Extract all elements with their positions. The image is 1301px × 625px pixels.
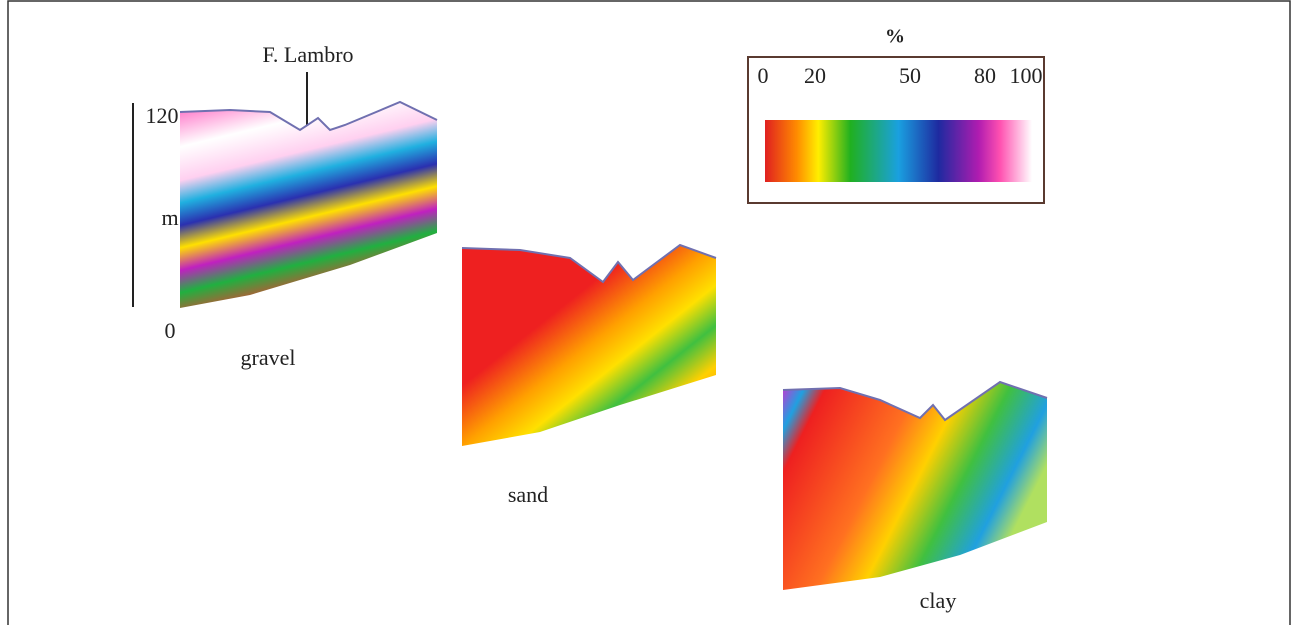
section-edge: [179, 100, 438, 132]
annotation: F. Lambro: [262, 42, 353, 67]
colorbar-tick: 20: [804, 63, 826, 88]
depth-unit: m: [161, 205, 178, 230]
colorbar-tick: 50: [899, 63, 921, 88]
depth-top: 120: [146, 103, 179, 128]
colorbar-title: %: [885, 26, 905, 48]
sand-section: [462, 245, 716, 446]
depth-bottom: 0: [165, 318, 176, 343]
colorbar-tick: 80: [974, 63, 996, 88]
colorbar-tick: 0: [758, 63, 769, 88]
section-edge: [461, 243, 717, 284]
colorbar-tick: 100: [1010, 63, 1043, 88]
frame: [7, 0, 1291, 625]
section-label: sand: [508, 482, 548, 507]
section-label: gravel: [241, 345, 296, 370]
colorbar: [765, 120, 1032, 182]
colorbar-box: [747, 56, 1045, 204]
clay-section: [783, 382, 1047, 590]
section-edge: [782, 380, 1048, 422]
gravel-section: [180, 102, 437, 308]
section-label: clay: [920, 588, 957, 613]
